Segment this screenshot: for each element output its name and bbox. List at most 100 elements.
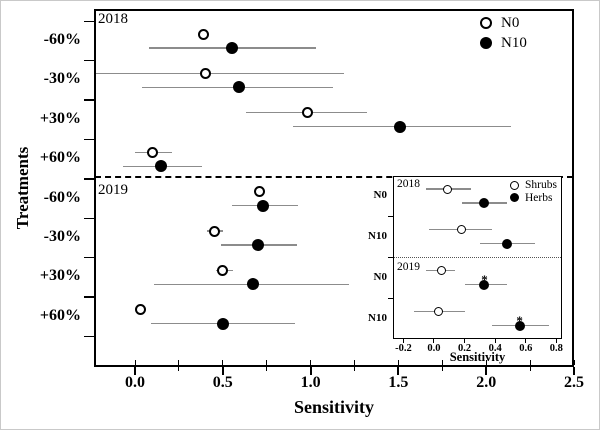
x-axis-minor-tick [441, 367, 443, 371]
y-axis-tick [84, 335, 94, 338]
x-axis-inside-tick [134, 360, 136, 365]
significance-asterisk: * [481, 271, 488, 287]
inset-x-axis-tick-label: 0.6 [519, 343, 533, 354]
inset-y-axis-group-label: N10 [368, 229, 387, 242]
n10-data-point [216, 317, 229, 330]
n0-data-point [199, 67, 211, 79]
x-axis-major-tick [309, 367, 312, 375]
n0-data-point [254, 186, 266, 198]
y-axis-tick [84, 178, 94, 180]
inset-x-axis-tick [525, 339, 527, 343]
x-axis-inside-tick [397, 360, 399, 365]
x-axis-major-tick [573, 367, 575, 375]
x-axis-minor-tick [266, 367, 268, 371]
n0-error-bar [96, 72, 344, 75]
inset-section-label-2019: 2019 [397, 261, 420, 273]
n0-data-point [197, 28, 209, 40]
open-circle-icon [510, 180, 519, 190]
filled-circle-icon [510, 193, 519, 203]
legend-item-n10: N10 [480, 33, 527, 53]
main-legend: N0 N10 [480, 13, 527, 53]
x-axis-major-tick [134, 367, 136, 375]
n10-data-point [246, 278, 259, 291]
inset-year-divider-dotted-line [394, 257, 561, 258]
x-axis-inside-tick [266, 360, 268, 365]
filled-circle-icon [480, 37, 492, 49]
legend-label: Shrubs [525, 179, 557, 192]
x-axis-major-tick [485, 367, 488, 375]
legend-label: N0 [501, 14, 520, 31]
n10-data-point [394, 120, 407, 133]
x-axis-minor-tick [354, 367, 355, 371]
inset-x-axis-tick-label: 0.2 [458, 343, 472, 354]
y-axis-tick [84, 138, 94, 141]
y-axis-group-label: -60% [43, 188, 81, 206]
n0-data-point [301, 107, 313, 119]
y-axis-group-label: +30% [39, 109, 81, 127]
y-axis-tick [84, 20, 94, 23]
x-axis-inside-tick [573, 360, 575, 365]
inset-x-axis-tick-label: 0.0 [427, 343, 441, 354]
inset-y-axis-tick [388, 215, 393, 217]
y-axis-group-label: -30% [43, 70, 81, 88]
n0-data-point [208, 225, 220, 237]
n10-data-point [257, 199, 270, 212]
inset-x-axis-tick [402, 339, 404, 343]
y-axis-group-label: +60% [39, 149, 81, 167]
inset-herbs-data-point [479, 279, 490, 290]
inset-y-axis-tick [388, 256, 393, 258]
x-axis-major-tick [397, 367, 400, 375]
inset-x-axis-title: Sensitivity [449, 350, 506, 364]
inset-herbs-data-point [502, 238, 513, 249]
y-axis-tick [84, 296, 94, 298]
n0-data-point [147, 146, 159, 158]
inset-x-axis-tick-label: -0.2 [395, 343, 412, 354]
n10-data-point [232, 81, 245, 94]
x-axis-inside-tick [485, 360, 487, 365]
inset-y-axis-group-label: N0 [373, 270, 387, 283]
x-axis-tick-label: 0.5 [212, 374, 233, 391]
x-axis-tick-label: 2.5 [564, 374, 584, 391]
legend-label: Herbs [525, 191, 553, 204]
legend-item-herbs: Herbs [510, 192, 557, 205]
inset-x-axis-tick-label: 0.4 [488, 343, 502, 354]
x-axis-tick-label: 0.0 [125, 374, 145, 391]
y-axis-tick [84, 59, 94, 62]
inset-legend: Shrubs Herbs [510, 179, 557, 204]
inset-section-label-2018: 2018 [397, 178, 420, 190]
x-axis-major-tick [221, 367, 224, 375]
n0-data-point [217, 264, 229, 276]
inset-herbs-data-point [479, 198, 490, 208]
x-axis-tick-label: 1.5 [388, 374, 409, 391]
inset-x-axis-tick [433, 339, 435, 343]
inset-x-axis-tick [494, 339, 496, 343]
x-axis-minor-tick [178, 367, 180, 371]
inset-x-axis-tick-label: 0.8 [549, 343, 563, 354]
x-axis-inside-tick [178, 360, 180, 365]
x-axis-tick-label: 1.0 [300, 374, 321, 391]
inset-herbs-data-point [514, 320, 525, 331]
legend-item-n0: N0 [480, 13, 527, 33]
y-axis-tick [84, 217, 94, 220]
section-label-2018: 2018 [98, 11, 128, 27]
inset-shrubs-data-point [437, 266, 447, 276]
inset-shrubs-data-point [457, 225, 467, 235]
inset-y-axis-group-label: N0 [373, 189, 387, 201]
inset-x-axis-tick [555, 339, 557, 343]
legend-label: N10 [501, 34, 527, 51]
n10-data-point [251, 239, 264, 251]
x-axis-inside-tick [222, 360, 224, 365]
n10-data-point [155, 160, 168, 173]
inset-shrubs-data-point [443, 184, 453, 194]
x-axis-inside-tick [441, 360, 443, 365]
inset-shrubs-data-point [434, 307, 444, 317]
inset-x-axis-tick [464, 339, 466, 343]
n0-data-point [134, 304, 146, 316]
x-axis-minor-tick [529, 367, 531, 371]
x-axis-title: Sensitivity [293, 397, 374, 417]
n10-data-point [225, 42, 238, 54]
x-axis-tick-label: 2.0 [476, 374, 497, 391]
y-axis-tick [84, 256, 94, 259]
y-axis-group-label: +60% [39, 306, 81, 324]
